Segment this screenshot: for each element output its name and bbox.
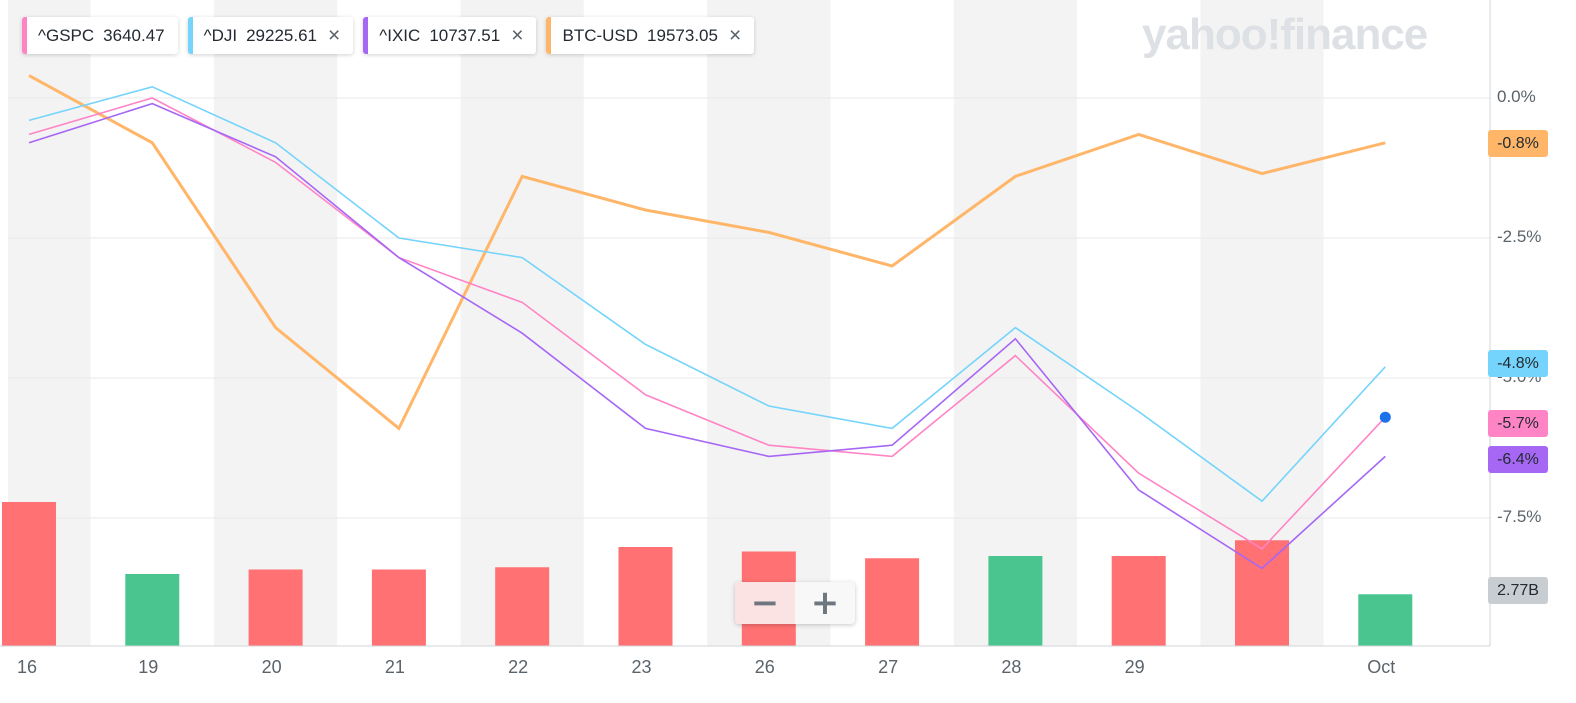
legend-symbol: ^IXIC [379,25,421,45]
x-tick-label: 21 [384,657,405,677]
legend-chip-btc-usd[interactable]: BTC-USD 19573.05 × [546,17,755,54]
remove-dji-icon[interactable]: × [328,24,341,47]
volume-bar [988,556,1043,646]
legend-swatch [22,17,27,54]
gridlines [8,97,1490,519]
legend-symbol: ^DJI [203,25,238,45]
yahoo-finance-logo: yahoo!finance [1142,10,1428,59]
series-line-btc-usd [28,74,1386,431]
legend-symbol: BTC-USD [562,25,639,45]
day-band [90,0,214,646]
day-band [1200,0,1324,646]
volume-bar [1111,556,1166,646]
volume-bar [618,547,673,646]
zoom-out-button[interactable]: − [735,582,795,624]
day-band [337,0,461,646]
volume-bar [865,558,920,646]
day-band [953,0,1078,646]
y-tick-label: -2.5% [1497,227,1542,246]
volume-value-badge: 2.77B [1488,577,1548,604]
day-band [583,0,708,646]
volume-bar [371,569,426,646]
x-tick-label: 20 [261,657,282,677]
day-band [1077,0,1201,646]
x-tick-label: 16 [16,657,38,677]
day-band [1323,0,1447,646]
zoom-in-button[interactable]: + [810,583,840,623]
day-band [460,0,584,646]
right-gutter [1490,0,1576,646]
axes [0,0,1491,647]
last-value-badge: -5.7% [1488,410,1548,438]
series-line-gspc [28,97,1386,550]
legend: ^GSPC 3640.47 ^DJI 29225.61 × ^IXIC 1073… [22,17,755,54]
day-bands [0,0,1576,646]
price-series [28,74,1391,570]
x-tick-label: 26 [754,657,775,677]
x-tick-label: Oct [1367,657,1396,677]
legend-chip-dji[interactable]: ^DJI 29225.61 × [187,17,354,54]
day-band [707,0,831,646]
series-line-ixic [28,102,1386,570]
last-value-badge: -4.8% [1488,349,1548,377]
volume-bars [2,502,1413,646]
legend-value: 10737.51 [429,25,501,45]
day-band [830,0,954,646]
legend-value: 19573.05 [647,25,718,45]
remove-btc-usd-icon[interactable]: × [728,24,742,47]
x-tick-label: 29 [1124,657,1145,677]
volume-bar [495,567,550,646]
last-value-badge: -6.4% [1488,446,1548,474]
volume-bar [248,569,303,646]
volume-bar [125,574,180,646]
legend-value: 29225.61 [246,25,317,45]
volume-bar [1358,594,1413,646]
x-tick-label: 23 [631,657,652,677]
legend-swatch [187,17,193,54]
x-tick-label: 28 [1001,657,1022,677]
x-tick-label: 19 [138,657,159,677]
legend-value: 3640.47 [103,25,165,45]
legend-chip-ixic[interactable]: ^IXIC 10737.51 × [363,17,537,54]
last-value-badge: -0.8% [1488,129,1548,157]
series-line-dji [28,85,1386,503]
x-tick-label: 27 [878,657,899,677]
legend-symbol: ^GSPC [38,25,95,45]
zoom-controls: − + [735,582,855,624]
y-tick-label: 0.0% [1497,87,1536,106]
day-band [213,0,338,646]
volume-bar [2,502,56,646]
legend-swatch [546,17,552,54]
legend-swatch [363,17,369,54]
remove-ixic-icon[interactable]: × [511,24,524,47]
x-tick-label: 22 [508,657,529,677]
y-tick-label: -7.5% [1497,507,1542,526]
current-point-marker [1379,411,1391,423]
legend-chip-gspc[interactable]: ^GSPC 3640.47 [22,17,178,54]
left-gutter [0,0,8,646]
